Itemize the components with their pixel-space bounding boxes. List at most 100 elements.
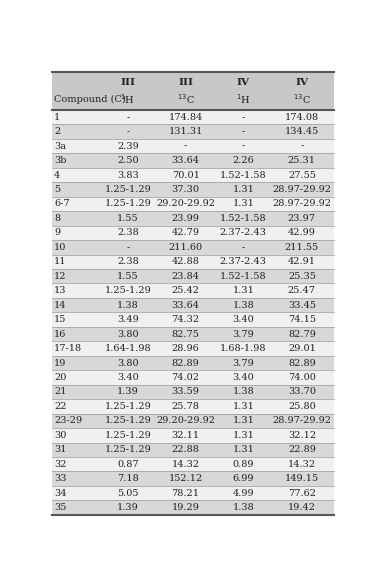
Text: 1.31: 1.31 xyxy=(232,286,254,295)
Text: 28.97-29.92: 28.97-29.92 xyxy=(272,185,331,194)
Text: 1.31: 1.31 xyxy=(232,431,254,440)
Bar xyxy=(52,428,334,443)
Text: 1.25-1.29: 1.25-1.29 xyxy=(104,445,151,454)
Text: 25.47: 25.47 xyxy=(288,286,316,295)
Text: 2.38: 2.38 xyxy=(117,228,139,238)
Text: III: III xyxy=(120,78,135,87)
Text: 23.99: 23.99 xyxy=(172,214,200,223)
Text: $^{13}$C: $^{13}$C xyxy=(293,92,311,106)
Text: 25.78: 25.78 xyxy=(172,402,200,411)
Text: 27.55: 27.55 xyxy=(288,171,316,180)
Text: 37.30: 37.30 xyxy=(172,185,200,194)
Text: 22: 22 xyxy=(54,402,67,411)
Bar xyxy=(52,168,334,182)
Text: 149.15: 149.15 xyxy=(285,474,319,483)
Bar xyxy=(52,110,334,124)
Text: 2.38: 2.38 xyxy=(117,257,139,266)
Text: 70.01: 70.01 xyxy=(172,171,200,180)
Bar xyxy=(52,225,334,240)
Text: 7.18: 7.18 xyxy=(117,474,139,483)
Text: 1.38: 1.38 xyxy=(117,301,139,310)
Bar xyxy=(52,182,334,197)
Text: 14.32: 14.32 xyxy=(172,460,200,469)
Bar xyxy=(52,500,334,515)
Text: 22.88: 22.88 xyxy=(172,445,200,454)
Text: 78.21: 78.21 xyxy=(172,489,200,498)
Text: 1.55: 1.55 xyxy=(117,272,139,281)
Text: 5: 5 xyxy=(54,185,60,194)
Text: 1.31: 1.31 xyxy=(232,417,254,425)
Text: 1.31: 1.31 xyxy=(232,402,254,411)
Text: 2.26: 2.26 xyxy=(232,156,254,165)
Bar xyxy=(52,298,334,313)
Text: 174.08: 174.08 xyxy=(285,113,319,121)
Text: 33.59: 33.59 xyxy=(172,388,200,396)
Text: 1.38: 1.38 xyxy=(232,301,254,310)
Text: 33.45: 33.45 xyxy=(288,301,316,310)
Text: 42.88: 42.88 xyxy=(172,257,200,266)
Text: 3b: 3b xyxy=(54,156,67,165)
Text: 32.11: 32.11 xyxy=(172,431,200,440)
Bar xyxy=(52,342,334,356)
Text: 25.42: 25.42 xyxy=(172,286,200,295)
Text: 30: 30 xyxy=(54,431,66,440)
Bar xyxy=(52,254,334,269)
Text: 1.52-1.58: 1.52-1.58 xyxy=(220,214,267,223)
Text: 82.89: 82.89 xyxy=(288,358,316,368)
Text: 42.91: 42.91 xyxy=(288,257,316,266)
Bar xyxy=(52,385,334,399)
Text: 2.39: 2.39 xyxy=(117,142,139,150)
Text: 42.99: 42.99 xyxy=(288,228,316,238)
Text: -: - xyxy=(300,142,304,150)
Text: 1.52-1.58: 1.52-1.58 xyxy=(220,272,267,281)
Text: 1.52-1.58: 1.52-1.58 xyxy=(220,171,267,180)
Text: 3.79: 3.79 xyxy=(232,329,254,339)
Text: 1.31: 1.31 xyxy=(232,445,254,454)
Text: 1.25-1.29: 1.25-1.29 xyxy=(104,431,151,440)
Text: 12: 12 xyxy=(54,272,67,281)
Text: 82.89: 82.89 xyxy=(172,358,200,368)
Text: 8: 8 xyxy=(54,214,60,223)
Text: 6.99: 6.99 xyxy=(233,474,254,483)
Text: 4.99: 4.99 xyxy=(232,489,254,498)
Text: 23.97: 23.97 xyxy=(288,214,316,223)
Text: 1.31: 1.31 xyxy=(232,185,254,194)
Bar xyxy=(52,72,334,110)
Text: IV: IV xyxy=(295,78,308,87)
Text: 0.89: 0.89 xyxy=(233,460,254,469)
Text: 2: 2 xyxy=(54,127,60,136)
Text: 23.84: 23.84 xyxy=(172,272,200,281)
Text: 1.25-1.29: 1.25-1.29 xyxy=(104,417,151,425)
Text: 13: 13 xyxy=(54,286,67,295)
Bar xyxy=(52,211,334,225)
Text: 3.40: 3.40 xyxy=(117,373,139,382)
Text: 1.38: 1.38 xyxy=(232,388,254,396)
Text: 23-29: 23-29 xyxy=(54,417,82,425)
Text: 2.50: 2.50 xyxy=(117,156,139,165)
Text: 28.97-29.92: 28.97-29.92 xyxy=(272,417,331,425)
Text: 1.25-1.29: 1.25-1.29 xyxy=(104,185,151,194)
Bar xyxy=(52,370,334,385)
Text: -: - xyxy=(242,142,245,150)
Text: 211.60: 211.60 xyxy=(169,243,203,252)
Text: IV: IV xyxy=(237,78,250,87)
Text: 9: 9 xyxy=(54,228,60,238)
Text: 17-18: 17-18 xyxy=(54,344,82,353)
Text: 134.45: 134.45 xyxy=(285,127,319,136)
Text: 3.49: 3.49 xyxy=(117,315,139,324)
Text: -: - xyxy=(184,142,187,150)
Text: 16: 16 xyxy=(54,329,66,339)
Text: 21: 21 xyxy=(54,388,67,396)
Text: 28.97-29.92: 28.97-29.92 xyxy=(272,199,331,209)
Bar xyxy=(52,284,334,298)
Text: -: - xyxy=(126,113,129,121)
Text: 2.37-2.43: 2.37-2.43 xyxy=(220,257,267,266)
Text: 32.12: 32.12 xyxy=(288,431,316,440)
Bar xyxy=(52,240,334,254)
Text: 1.39: 1.39 xyxy=(117,388,139,396)
Bar xyxy=(52,124,334,139)
Text: 3a: 3a xyxy=(54,142,66,150)
Text: 29.01: 29.01 xyxy=(288,344,316,353)
Text: 3.40: 3.40 xyxy=(232,373,254,382)
Text: 33.64: 33.64 xyxy=(172,156,200,165)
